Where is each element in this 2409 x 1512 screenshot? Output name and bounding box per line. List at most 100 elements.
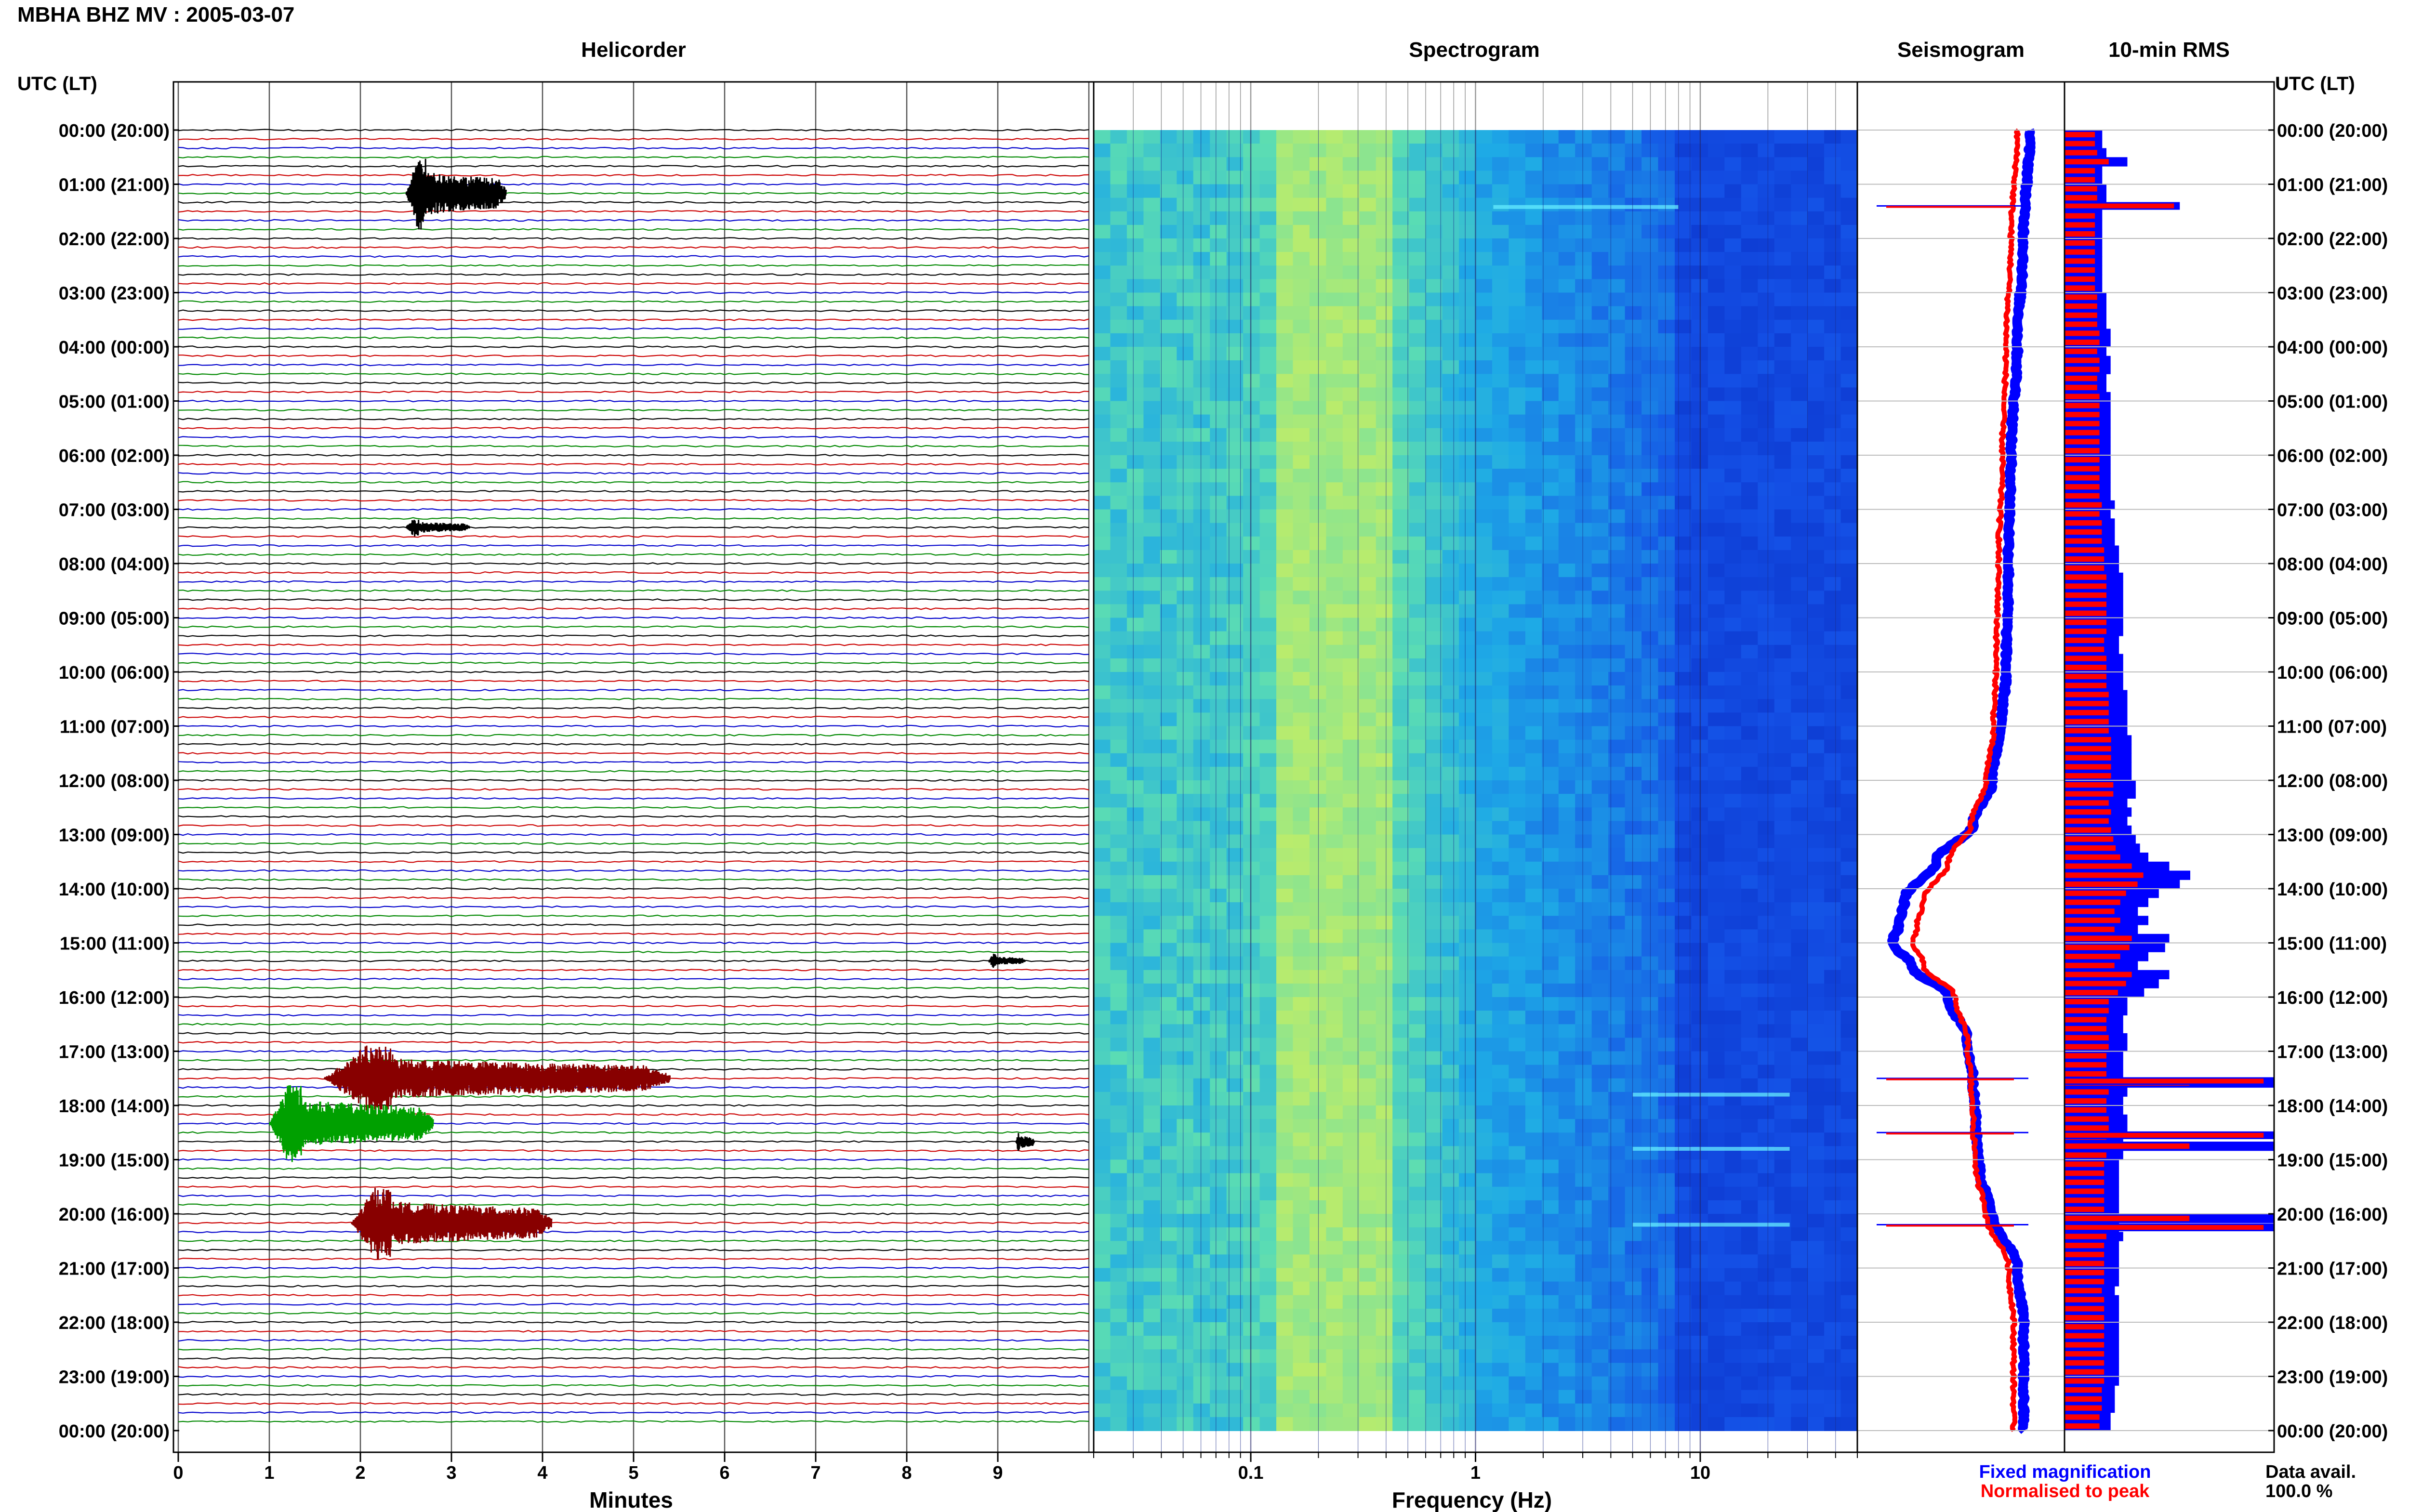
spectrogram-cell [1774,1254,1792,1269]
spectrogram-cell [1177,238,1194,253]
spectrogram-cell [1658,265,1675,280]
spectrogram-cell [1359,591,1377,605]
spectrogram-cell [1724,631,1742,645]
spectrogram-cell [1492,1403,1509,1418]
spectrogram-cell [1376,739,1393,754]
spectrogram-cell [1210,1241,1227,1255]
spectrogram-cell [1359,1417,1377,1431]
spectrogram-cell [1259,739,1277,754]
spectrogram-cell [1309,171,1327,185]
spectrogram-cell [1160,739,1178,754]
spectrogram-cell [1658,171,1675,185]
spectrogram-cell [1840,834,1857,849]
spectrogram-cell [1359,1051,1377,1065]
spectrogram-cell [1774,1268,1792,1282]
spectrogram-cell [1758,577,1775,592]
spectrogram-cell [1392,1227,1410,1242]
spectrogram-cell [1160,252,1178,266]
spectrogram-cell [1840,970,1857,984]
rms-bar-normalised [2065,1243,2105,1249]
spectrogram-cell [1426,821,1443,835]
rms-bar-normalised [2065,1089,2109,1095]
spectrogram-cell [1243,780,1260,795]
spectrogram-cell [1641,428,1659,442]
rms-bar-normalised [2065,918,2120,923]
spectrogram-cell [1392,279,1410,293]
helicorder-trace [178,1375,1089,1378]
spectrogram-cell [1807,685,1825,700]
spectrogram-cell [1492,1281,1509,1296]
spectrogram-cell [1392,292,1410,307]
spectrogram-cell [1658,861,1675,876]
spectrogram-cell [1459,1159,1476,1174]
spectrogram-cell [1724,604,1742,618]
spectrogram-cell [1359,347,1377,361]
spectrogram-cell [1774,1119,1792,1133]
spectrogram-cell [1558,644,1576,659]
spectrogram-cell [1110,794,1127,808]
spectrogram-cell [1392,1336,1410,1350]
spectrogram-cell [1707,306,1725,320]
spectrogram-cell [1575,726,1592,740]
spectrogram-cell [1409,360,1427,375]
spectrogram-cell [1542,699,1559,713]
spectrogram-cell [1558,496,1576,510]
spectrogram-cell [1791,1403,1808,1418]
spectrogram-cell [1359,509,1377,524]
spectrogram-cell [1525,1173,1543,1187]
spectrogram-cell [1492,1390,1509,1404]
spectrogram-cell [1675,1051,1692,1065]
spectrogram-cell [1824,644,1841,659]
spectrogram-cell [1409,672,1427,686]
spectrogram-cell [1641,387,1659,402]
spectrogram-cell [1840,1281,1857,1296]
spectrogram-cell [1840,766,1857,781]
spectrogram-cell [1276,1295,1294,1309]
spectrogram-cell [1459,1186,1476,1201]
spectrogram-cell [1758,685,1775,700]
spectrogram-cell [1094,536,1111,551]
spectrogram-cell [1110,1417,1127,1431]
spectrogram-cell [1160,794,1178,808]
spectrogram-cell [1243,536,1260,551]
spectrogram-cell [1160,644,1178,659]
spectrogram-cell [1724,1295,1742,1309]
spectrogram-cell [1359,970,1377,984]
spectrogram-cell [1426,889,1443,903]
spectrogram-cell [1409,333,1427,347]
spectrogram-cell [1409,550,1427,564]
rms-bar-normalised [2065,1342,2105,1348]
spectrogram-cell [1840,1105,1857,1120]
spectrogram-cell [1542,564,1559,578]
spectrogram-cell [1359,1254,1377,1269]
spectrogram-cell [1741,536,1759,551]
spectrogram-cell [1591,1024,1609,1039]
spectrogram-cell [1243,1159,1260,1174]
spectrogram-cell [1724,644,1742,659]
spectrogram-cell [1741,1417,1759,1431]
spectrogram-cell [1509,1363,1526,1377]
spectrogram-cell [1641,1065,1659,1079]
spectrogram-cell [1608,672,1626,686]
spectrogram-cell [1608,577,1626,592]
spectrogram-cell [1143,672,1161,686]
spectrogram-cell [1724,1281,1742,1296]
spectrogram-cell [1259,1281,1277,1296]
helicorder-trace [178,941,1089,945]
spectrogram-cell [1392,319,1410,334]
spectrogram-cell [1160,197,1178,212]
spectrogram-cell [1707,347,1725,361]
helicorder-trace [178,363,1089,367]
spectrogram-cell [1459,455,1476,470]
spectrogram-cell [1110,997,1127,1012]
spectrogram-cell [1625,834,1642,849]
spectrogram-cell [1442,171,1460,185]
spectrogram-cell [1509,739,1526,754]
spectrogram-cell [1791,983,1808,998]
helicorder-trace [178,327,1089,330]
spectrogram-cell [1293,238,1310,253]
rms-bar-normalised [2065,312,2097,318]
spectrogram-cell [1210,224,1227,239]
spectrogram-cell [1094,157,1111,171]
spectrogram-cell [1376,618,1393,632]
